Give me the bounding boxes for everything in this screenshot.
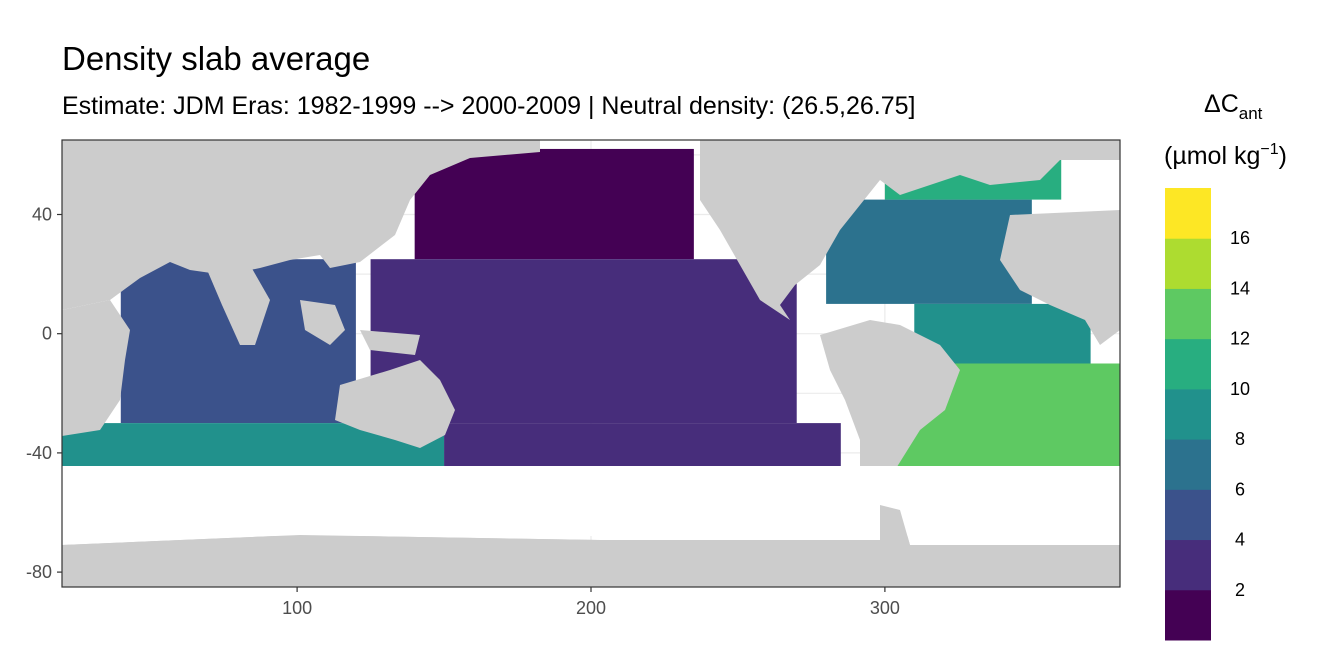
land-shape [820,320,960,495]
legend-swatch [1165,288,1211,340]
legend-swatch [1165,589,1211,641]
y-tick-label: -40 [26,443,52,463]
legend-swatch [1165,238,1211,289]
legend-title: ΔCant [1204,90,1263,123]
chart-title: Density slab average [62,40,371,77]
land-shape [1000,210,1120,345]
land-shape [335,360,455,448]
legend-swatch [1165,188,1211,239]
antarctica-shape [62,505,1120,587]
chart-subtitle: Estimate: JDM Eras: 1982-1999 --> 2000-2… [62,92,916,120]
legend-swatch [1165,338,1211,390]
legend-swatch [1165,489,1211,541]
land-masses [62,140,1120,587]
legend-swatch [1165,388,1211,440]
land-shape [700,140,1120,320]
legend: ΔCant (µmol kg−1) 2 4 6 8 10 12 14 16 [1164,90,1287,641]
legend-tick-label: 8 [1235,429,1245,449]
legend-tick-label: 10 [1230,379,1250,399]
legend-tick-label: 4 [1235,530,1245,550]
land-shape [62,300,130,436]
data-region [826,199,1032,304]
legend-tick-label: 16 [1230,228,1250,248]
legend-tick-label: 14 [1230,278,1250,298]
legend-tick-label: 6 [1235,479,1245,499]
land-shape [62,140,540,310]
y-tick-label: -80 [26,562,52,582]
legend-tick-label: 2 [1235,580,1245,600]
x-tick-label: 200 [576,598,606,618]
legend-swatch [1165,439,1211,490]
legend-swatch [1165,539,1211,591]
land-shape [300,300,345,345]
legend-tick-label: 12 [1230,329,1250,349]
legend-unit: (µmol kg−1) [1164,141,1287,170]
x-tick-label: 100 [282,598,312,618]
x-tick-label: 300 [870,598,900,618]
land-shape [360,330,420,355]
y-tick-label: 40 [32,205,52,225]
no-data-band [62,466,1120,536]
land-shape [205,265,270,345]
y-tick-label: 0 [42,324,52,344]
data-region [414,148,694,260]
